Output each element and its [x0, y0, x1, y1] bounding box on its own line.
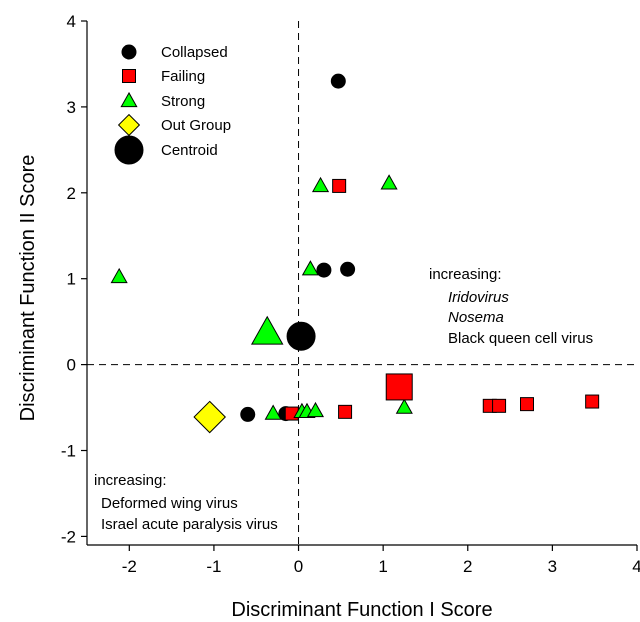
- legend-marker-strong: [120, 91, 138, 108]
- x-tick-label: 4: [632, 557, 640, 576]
- annotation-right-line-2: Nosema: [448, 309, 504, 326]
- legend-label: Centroid: [161, 142, 218, 159]
- legend-marker-collapsed: [121, 44, 137, 60]
- legend-marker-out-group: [117, 113, 141, 137]
- axes: -2 -1 0 1 2 3 4 -2 -1 0 1 2 3 4: [61, 12, 640, 576]
- annotation-right-line-1: Iridovirus: [448, 289, 509, 306]
- x-tick-label: 3: [548, 557, 557, 576]
- y-tick-label: 2: [67, 184, 76, 203]
- legend-label: Out Group: [161, 117, 231, 134]
- strong-point: [264, 404, 282, 420]
- x-tick-label: -1: [206, 557, 221, 576]
- legend-marker-centroid: [114, 135, 144, 165]
- strong-point: [301, 260, 319, 276]
- centroid-point: [250, 315, 284, 345]
- strong-point: [380, 174, 398, 190]
- collapsed-point: [316, 262, 332, 278]
- legend: Collapsed Failing Strong Out Group Centroid: [114, 44, 231, 165]
- strong-point: [395, 398, 413, 414]
- reference-lines: [87, 21, 637, 545]
- failing-point: [492, 398, 507, 413]
- legend-marker-failing: [122, 69, 136, 83]
- strong-point: [110, 267, 128, 284]
- y-axis-label: Discriminant Function II Score: [17, 155, 39, 422]
- annotation-left-line-2: Israel acute paralysis virus: [101, 516, 278, 533]
- y-tick-label: -1: [61, 442, 76, 461]
- centroid-point: [193, 400, 226, 434]
- centroid-point: [385, 373, 413, 401]
- legend-label: Strong: [161, 93, 205, 110]
- collapsed-point: [330, 73, 346, 89]
- y-tick-label: 3: [67, 98, 76, 117]
- annotation-right: increasing: Iridovirus Nosema Black quee…: [429, 266, 593, 347]
- collapsed-point: [240, 406, 256, 422]
- y-tick-label: 4: [67, 12, 76, 31]
- annotation-bottom-left: increasing: Deformed wing virus Israel a…: [94, 472, 278, 533]
- centroid-point: [286, 321, 316, 351]
- x-tick-label: -2: [122, 557, 137, 576]
- x-tick-label: 1: [378, 557, 387, 576]
- y-tick-label: -2: [61, 527, 76, 546]
- failing-point: [338, 404, 353, 419]
- x-axis-label: Discriminant Function I Score: [231, 599, 492, 621]
- annotation-left-line-1: Deformed wing virus: [101, 495, 238, 512]
- x-tick-label: 0: [294, 557, 303, 576]
- legend-label: Collapsed: [161, 44, 228, 61]
- y-tick-label: 0: [67, 356, 76, 375]
- data-points: [110, 73, 600, 434]
- y-tick-label: 1: [67, 270, 76, 289]
- strong-point: [306, 401, 325, 418]
- annotation-left-heading: increasing:: [94, 472, 167, 489]
- annotation-right-heading: increasing:: [429, 266, 502, 283]
- failing-point: [520, 397, 534, 412]
- annotation-right-line-3: Black queen cell virus: [448, 330, 593, 347]
- legend-label: Failing: [161, 68, 205, 85]
- collapsed-point: [340, 261, 356, 277]
- strong-point: [311, 176, 330, 193]
- failing-point: [585, 394, 600, 409]
- failing-point: [332, 178, 347, 193]
- x-tick-label: 2: [463, 557, 472, 576]
